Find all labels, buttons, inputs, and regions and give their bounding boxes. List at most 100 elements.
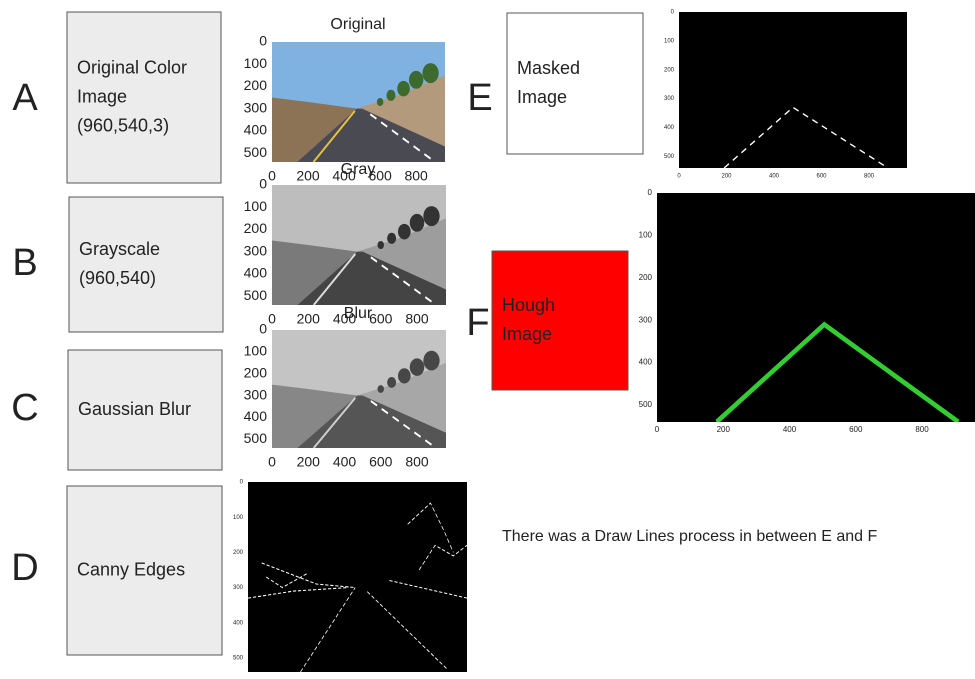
step-label: Image [77,86,127,106]
x-tick-label: 400 [333,311,357,327]
x-tick-label: 800 [405,454,429,470]
plot-title: Gray [341,161,376,178]
y-tick-label: 100 [244,55,268,71]
tree [377,241,385,249]
y-tick-label: 400 [639,358,653,367]
y-tick-label: 400 [244,408,268,424]
step-label: (960,540) [79,268,156,288]
x-tick-label: 600 [369,311,393,327]
hough-line [715,321,960,422]
lane-left [312,110,356,162]
y-tick-label: 100 [233,515,244,521]
x-tick-label: 200 [297,454,321,470]
road [297,251,446,305]
edge [418,544,467,571]
image [272,330,446,448]
y-tick-label: 300 [244,99,268,115]
step-box [67,349,223,471]
x-tick-label: 800 [864,174,875,180]
x-tick-label: 400 [769,174,780,180]
background [657,193,975,422]
tree [376,98,384,106]
y-tick-label: 200 [244,364,268,380]
edge [366,590,447,669]
y-tick-label: 300 [639,315,653,324]
step-box [506,12,644,155]
step-label: Image [502,324,552,344]
step-letter: B [12,242,37,284]
hill-left [272,97,357,162]
plot-title: Original [330,16,385,33]
y-tick-label: 100 [664,38,675,44]
x-tick-label: 0 [268,454,276,470]
hill-left [272,240,358,305]
image [272,185,446,305]
tree [377,385,385,393]
y-tick-label: 500 [233,656,244,662]
step-label: Grayscale [79,239,160,259]
tree [409,358,425,376]
edge [407,502,454,553]
step-box [491,250,629,391]
y-tick-label: 300 [233,585,244,591]
y-tick-label: 500 [244,430,268,446]
step-letter: A [12,77,38,119]
y-tick-label: 100 [639,231,653,240]
step-letter: E [467,77,492,119]
edge [389,579,467,599]
tree [397,223,411,240]
x-tick-label: 800 [404,168,428,184]
image [272,42,445,162]
road [297,108,445,162]
x-tick-label: 600 [816,174,827,180]
background [679,12,907,168]
edge [266,572,308,589]
plot-title: Blur [344,305,373,322]
y-tick-label: 0 [671,10,675,16]
road [297,395,446,448]
x-tick-label: 400 [333,454,357,470]
x-tick-label: 0 [655,425,660,434]
y-tick-label: 200 [639,273,653,282]
step-label: Hough [502,295,555,315]
hill-left [272,384,358,448]
y-tick-label: 200 [244,220,268,236]
tree [409,213,425,232]
y-tick-label: 500 [244,287,268,303]
step-label: Image [517,87,567,107]
x-tick-label: 800 [405,311,429,327]
y-tick-label: 0 [259,321,267,337]
y-tick-label: 400 [664,125,675,131]
tree [397,368,411,384]
tree [387,232,397,244]
y-tick-label: 100 [244,343,268,359]
y-tick-label: 400 [233,620,244,626]
note: There was a Draw Lines process in betwee… [502,528,878,545]
x-tick-label: 400 [783,425,797,434]
step-letter: C [11,387,38,429]
lane-left [313,396,357,448]
y-tick-label: 500 [244,144,268,160]
y-tick-label: 500 [664,154,675,160]
step-label: Masked [517,58,580,78]
image [248,482,467,672]
y-tick-label: 200 [244,77,268,93]
step-label: (960,540,3) [77,115,169,135]
image [657,193,975,422]
tree [397,80,410,97]
x-tick-label: 400 [332,168,356,184]
edge [261,562,356,589]
background [248,482,467,672]
step-letter: F [466,302,489,344]
x-tick-label: 0 [677,174,681,180]
y-tick-label: 200 [664,67,675,73]
lane-left [313,253,357,305]
x-tick-label: 0 [268,168,276,184]
tree [423,350,440,371]
step-box [68,196,224,333]
x-tick-label: 0 [268,311,276,327]
tree [423,206,440,227]
y-tick-label: 400 [244,265,268,281]
y-tick-label: 500 [639,400,653,409]
